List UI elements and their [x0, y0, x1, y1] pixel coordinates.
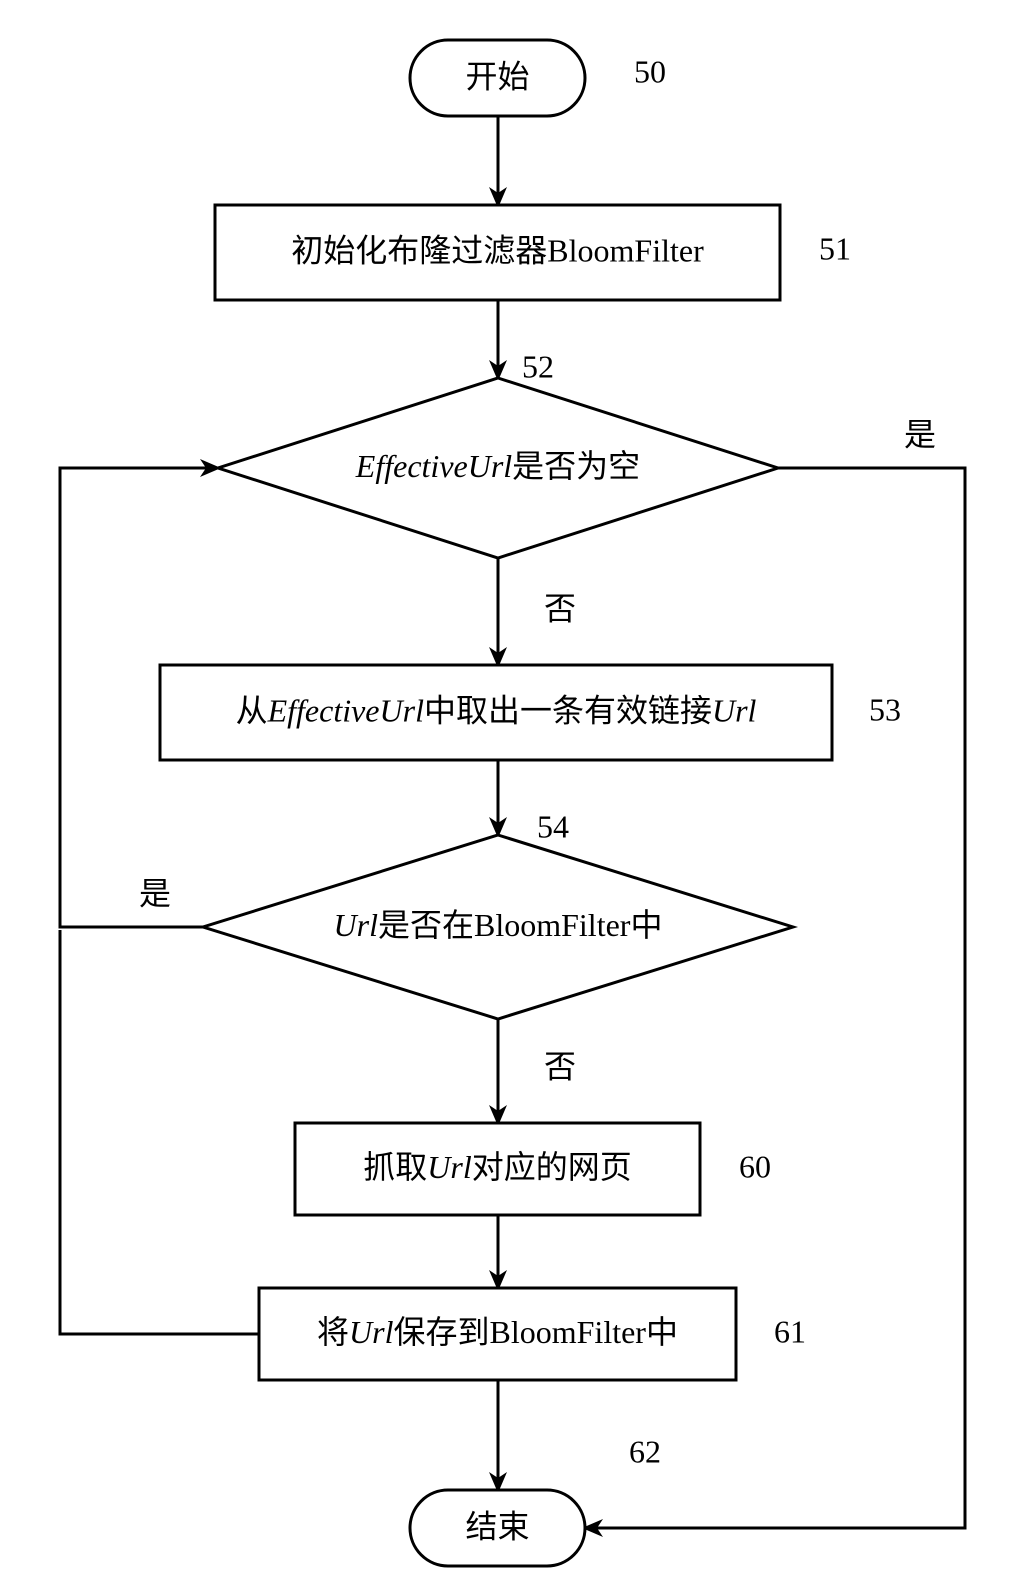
node-ref-n54: 54 — [537, 808, 569, 844]
node-ref-n60: 60 — [739, 1148, 771, 1184]
node-label-n53: 从EffectiveUrl中取出一条有效链接Url — [236, 693, 757, 729]
edge-label-8: 是 — [139, 875, 171, 911]
node-label-n54: Url是否在BloomFilter中 — [334, 907, 663, 943]
edge-label-2: 否 — [544, 590, 576, 626]
node-label-start: 开始 — [465, 58, 529, 94]
node-ref-n53: 53 — [869, 691, 901, 727]
node-ref-start: 50 — [634, 53, 666, 89]
edge-label-4: 否 — [544, 1048, 576, 1084]
node-label-n51: 初始化布隆过滤器BloomFilter — [291, 233, 704, 269]
node-label-n61: 将Url保存到BloomFilter中 — [317, 1314, 678, 1350]
node-ref-n61: 61 — [774, 1313, 806, 1349]
node-ref-n52: 52 — [522, 348, 554, 384]
node-label-n52: EffectiveUrl是否为空 — [355, 448, 640, 484]
node-ref-end: 62 — [629, 1433, 661, 1469]
flowchart-canvas: 否否是是开始50初始化布隆过滤器BloomFilter51EffectiveUr… — [0, 0, 1018, 1591]
node-ref-n51: 51 — [819, 230, 851, 266]
edge-9 — [60, 930, 259, 1334]
node-label-n60: 抓取Url对应的网页 — [363, 1149, 631, 1185]
node-label-end: 结束 — [465, 1508, 529, 1544]
edge-label-7: 是 — [904, 416, 936, 452]
